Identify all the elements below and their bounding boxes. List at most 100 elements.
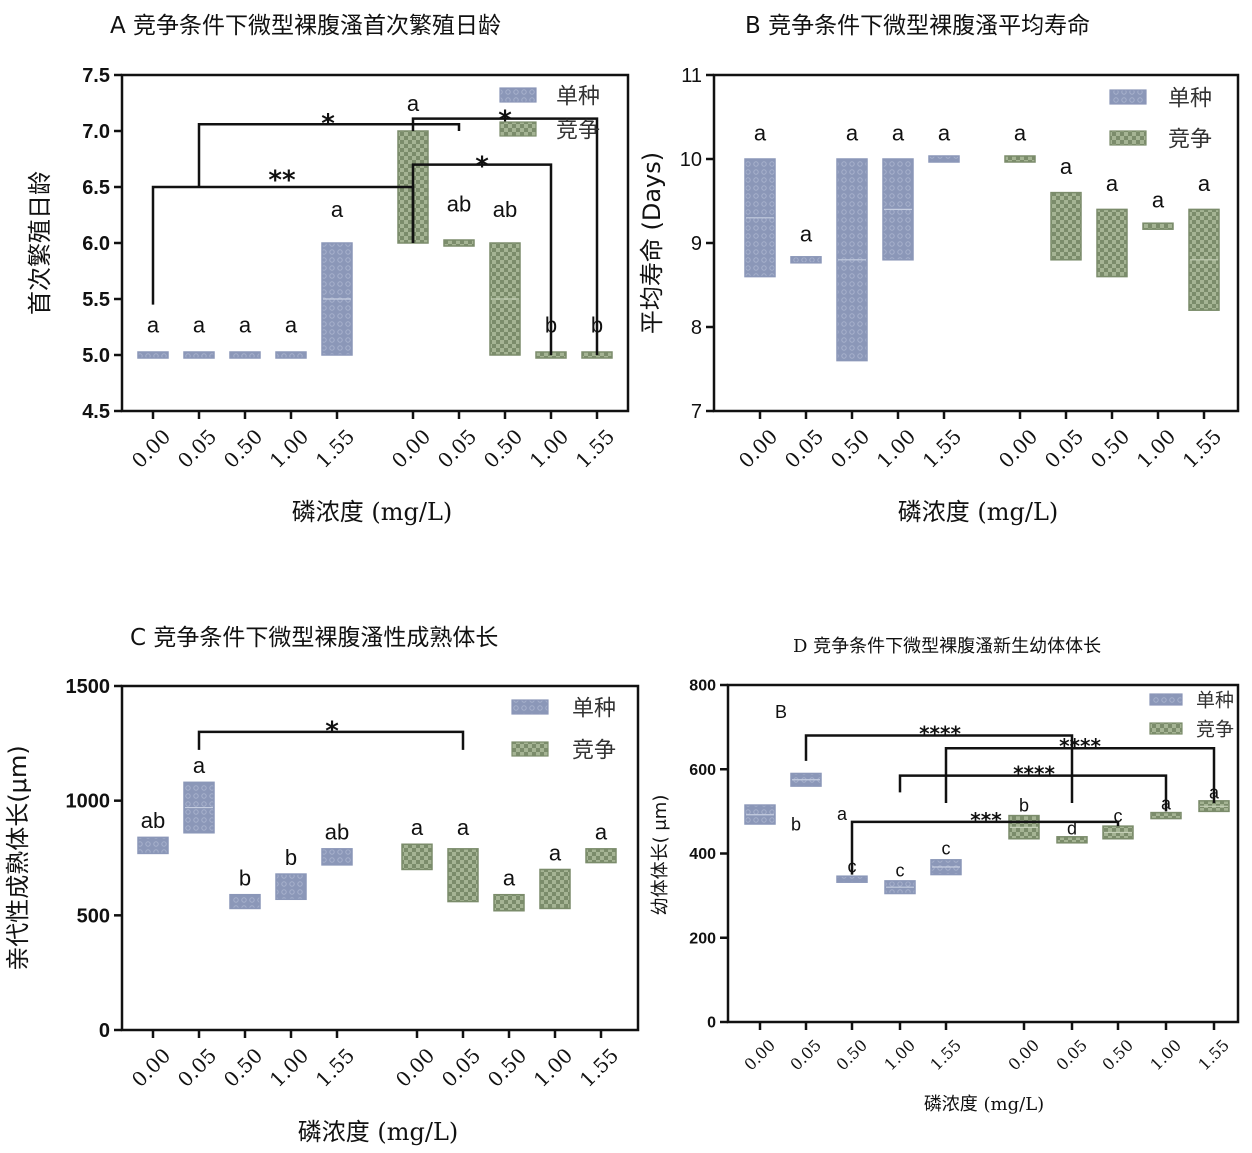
significance-stars: * <box>325 717 339 747</box>
y-tick-label: 5.5 <box>82 289 110 311</box>
legend-label-comp: 竞争 <box>1168 127 1212 152</box>
x-tick-label: 0.00 <box>740 1036 779 1075</box>
x-tick-label: 0.50 <box>219 1043 267 1091</box>
x-tick-label: 0.50 <box>483 1043 531 1091</box>
x-tick-label: 0.00 <box>1004 1036 1043 1075</box>
x-tick-label: 0.50 <box>479 424 527 472</box>
significance-letter: a <box>938 121 951 146</box>
bar-mono <box>183 351 215 359</box>
significance-letter: ab <box>141 808 165 833</box>
significance-letter: a <box>754 121 767 146</box>
significance-letter: b <box>239 866 251 891</box>
x-tick-label: 1.00 <box>525 424 573 472</box>
significance-stars: **** <box>1059 734 1101 758</box>
y-tick-label: 0 <box>707 1015 716 1032</box>
y-tick-label: 6.0 <box>82 233 110 255</box>
significance-bracket <box>151 185 415 305</box>
x-tick-label: 1.55 <box>575 1043 623 1091</box>
significance-letter: a <box>193 313 206 338</box>
significance-letter: a <box>147 313 160 338</box>
x-tick-label: 1.00 <box>529 1043 577 1091</box>
bar-comp <box>1096 208 1128 278</box>
x-tick-label: 0.05 <box>1052 1036 1091 1075</box>
x-tick-label: 0.00 <box>127 1043 175 1091</box>
x-tick-label: 0.50 <box>826 424 874 472</box>
legend-label-mono: 单种 <box>1168 86 1212 111</box>
y-tick-label: 800 <box>689 678 716 695</box>
x-tick-label: 0.00 <box>994 424 1042 472</box>
bar-mono <box>275 873 307 901</box>
y-tick-label: 5.0 <box>82 345 110 367</box>
significance-letter: a <box>1014 121 1027 146</box>
bar-comp <box>539 868 571 910</box>
significance-letter: d <box>1067 819 1077 839</box>
legend-label-comp: 竞争 <box>556 118 600 143</box>
x-tick-label: 1.00 <box>1132 424 1180 472</box>
significance-letter: a <box>407 91 420 116</box>
y-tick-label: 11 <box>681 65 702 87</box>
y-tick-label: 7.0 <box>82 121 110 143</box>
legend-swatch-mono <box>1109 89 1147 105</box>
bar-comp <box>1050 191 1082 261</box>
bar-mono <box>275 351 307 359</box>
x-tick-label: 1.55 <box>926 1036 965 1075</box>
x-tick-label: 1.55 <box>1178 424 1226 472</box>
y-tick-label: 1500 <box>66 676 111 698</box>
bar-mono <box>137 351 169 359</box>
corner-label: B <box>775 702 787 722</box>
bar-comp <box>1004 155 1036 163</box>
x-tick-label: 0.50 <box>219 424 267 472</box>
x-tick-label: 1.00 <box>265 424 313 472</box>
significance-letter: a <box>595 820 608 845</box>
significance-letter: a <box>549 840 562 865</box>
y-axis-label: 亲代性成熟体长(μm) <box>4 745 32 970</box>
x-tick-label: 0.05 <box>433 424 481 472</box>
legend-label-mono: 单种 <box>1196 690 1234 712</box>
x-tick-label: 0.00 <box>391 1043 439 1091</box>
bar-mono <box>321 848 353 866</box>
bar-comp <box>493 893 525 912</box>
y-tick-label: 8 <box>691 317 702 339</box>
x-tick-label: 0.05 <box>173 1043 221 1091</box>
legend-label-comp: 竞争 <box>1196 719 1234 741</box>
x-axis-label: 磷浓度 (mg/L) <box>298 1118 459 1146</box>
legend-swatch-comp <box>1149 722 1183 735</box>
bar-mono <box>229 351 261 359</box>
significance-letter: a <box>193 753 206 778</box>
significance-letter: a <box>837 804 848 824</box>
y-tick-label: 200 <box>689 930 716 947</box>
legend-swatch-comp <box>1109 130 1147 146</box>
significance-letter: a <box>503 866 516 891</box>
title-panel-a: A 竞争条件下微型裸腹溞首次繁殖日龄 <box>110 13 501 39</box>
legend-label-mono: 单种 <box>556 84 600 109</box>
significance-letter: b <box>1019 795 1029 815</box>
bar-comp <box>585 848 617 864</box>
significance-letter: a <box>1106 171 1119 196</box>
y-tick-label: 10 <box>680 149 702 171</box>
x-tick-label: 0.00 <box>734 424 782 472</box>
x-tick-label: 1.55 <box>311 424 359 472</box>
x-tick-label: 1.55 <box>571 424 619 472</box>
significance-stars: **** <box>1013 762 1055 786</box>
bar-mono <box>928 155 960 163</box>
plot-frame <box>712 73 1240 413</box>
significance-bracket <box>850 820 1120 875</box>
legend-swatch-mono <box>1149 693 1183 706</box>
significance-letter: a <box>892 121 905 146</box>
panel-a-chart: 4.55.05.56.06.57.07.50.000.050.501.001.5… <box>26 65 630 526</box>
x-tick-label: 0.50 <box>1086 424 1134 472</box>
x-tick-label: 1.55 <box>918 424 966 472</box>
significance-letter: b <box>285 845 297 870</box>
title-panel-b: B 竞争条件下微型裸腹溞平均寿命 <box>745 13 1090 39</box>
bar-mono <box>137 836 169 855</box>
bar-comp <box>1150 811 1182 820</box>
significance-stars: ** <box>268 166 296 196</box>
y-axis-label: 首次繁殖日龄 <box>26 171 54 315</box>
y-tick-label: 0 <box>99 1020 110 1042</box>
legend-swatch-comp <box>511 741 549 757</box>
y-tick-label: 4.5 <box>82 401 110 423</box>
y-tick-label: 600 <box>689 762 716 779</box>
x-tick-label: 0.05 <box>1040 424 1088 472</box>
significance-letter: a <box>331 197 344 222</box>
